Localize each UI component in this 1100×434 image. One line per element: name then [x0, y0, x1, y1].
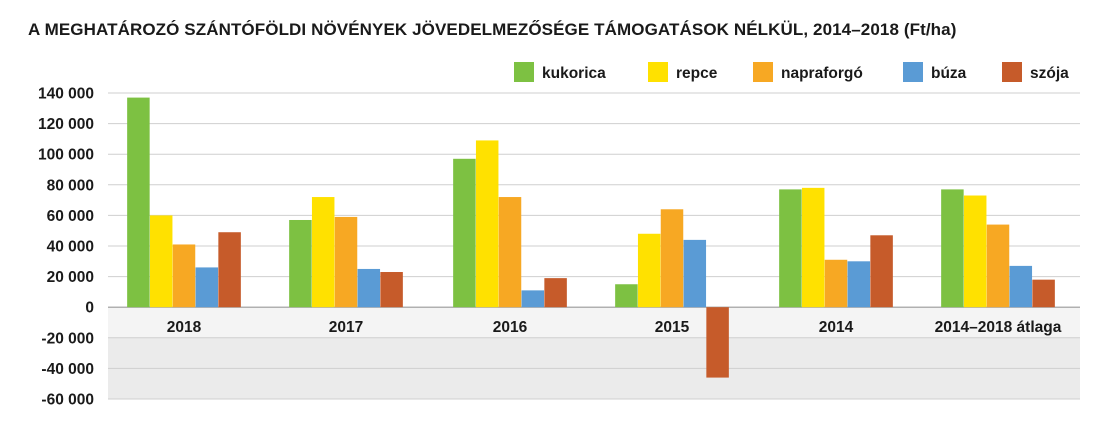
- bar-napraforgó-2015: [660, 209, 684, 308]
- bar-repce-2017: [311, 197, 335, 308]
- bar-napraforgó-2017: [334, 216, 358, 308]
- bar-repce-2015: [637, 233, 661, 308]
- bar-kukorica-2015: [615, 284, 638, 308]
- bar-búza-2015: [683, 239, 707, 308]
- category-label: 2014: [819, 319, 854, 336]
- y-tick-label: 60 000: [47, 208, 94, 225]
- legend-label: szója: [1030, 65, 1069, 82]
- background-bands: [108, 307, 1080, 399]
- category-label: 2015: [655, 319, 690, 336]
- bar-kukorica-2016: [453, 158, 476, 308]
- legend-label: repce: [676, 65, 718, 82]
- y-tick-label: -20 000: [41, 330, 94, 347]
- legend: kukorica repce napraforgó búza szója: [514, 62, 1069, 82]
- bar-búza-2018: [195, 267, 219, 308]
- bars: [127, 97, 1055, 378]
- legend-swatch-kukorica: [514, 62, 534, 82]
- bar-repce-2014: [801, 187, 825, 308]
- y-tick-label: 140 000: [38, 86, 94, 103]
- bar-napraforgó-2014–2018 átlaga: [986, 224, 1010, 308]
- bar-repce-2018: [149, 215, 173, 308]
- bar-napraforgó-2016: [498, 197, 522, 308]
- legend-label: búza: [931, 65, 967, 82]
- bar-repce-2016: [475, 140, 499, 308]
- category-label: 2018: [167, 319, 202, 336]
- bar-szója-2014–2018 átlaga: [1032, 279, 1055, 308]
- category-band: [108, 307, 1080, 338]
- bar-búza-2014: [847, 261, 871, 308]
- bar-kukorica-2017: [289, 219, 312, 308]
- bar-kukorica-2018: [127, 97, 150, 308]
- y-tick-label: -60 000: [41, 392, 94, 409]
- bar-repce-2014–2018 átlaga: [963, 195, 987, 308]
- y-tick-label: 80 000: [47, 177, 94, 194]
- category-label: 2016: [493, 319, 528, 336]
- y-axis-ticks: 140 000 120 000 100 000 80 000 60 000 40 000 2…: [38, 86, 94, 409]
- bar-szója-2017: [380, 272, 403, 308]
- bar-szója-2014: [870, 235, 893, 308]
- y-tick-label: -40 000: [41, 361, 94, 378]
- chart-title: A MEGHATÁROZÓ SZÁNTÓFÖLDI NÖVÉNYEK JÖVED…: [28, 20, 957, 39]
- bar-búza-2016: [521, 290, 545, 308]
- legend-label: napraforgó: [781, 65, 863, 82]
- y-tick-label: 100 000: [38, 147, 94, 164]
- bar-kukorica-2014–2018 átlaga: [941, 189, 964, 308]
- bar-napraforgó-2014: [824, 259, 848, 308]
- category-labels: 2018 2017 2016 2015 2014 2014–2018 átlaga: [167, 319, 1062, 336]
- bar-napraforgó-2018: [172, 244, 196, 308]
- y-tick-label: 20 000: [47, 269, 94, 286]
- legend-swatch-búza: [903, 62, 923, 82]
- legend-swatch-repce: [648, 62, 668, 82]
- bar-szója-2018: [218, 232, 241, 308]
- category-label: 2014–2018 átlaga: [935, 319, 1062, 336]
- bar-szója-2016: [544, 278, 567, 308]
- legend-swatch-napraforgó: [753, 62, 773, 82]
- legend-swatch-szója: [1002, 62, 1022, 82]
- y-tick-label: 120 000: [38, 116, 94, 133]
- y-tick-label: 40 000: [47, 239, 94, 256]
- bar-kukorica-2014: [779, 189, 802, 308]
- y-tick-label: 0: [85, 300, 94, 317]
- legend-label: kukorica: [542, 65, 606, 82]
- bar-búza-2014–2018 átlaga: [1009, 265, 1033, 308]
- bar-szója-2015: [706, 307, 729, 378]
- gridlines: [108, 92, 1080, 400]
- bar-búza-2017: [357, 268, 381, 308]
- category-label: 2017: [329, 319, 363, 336]
